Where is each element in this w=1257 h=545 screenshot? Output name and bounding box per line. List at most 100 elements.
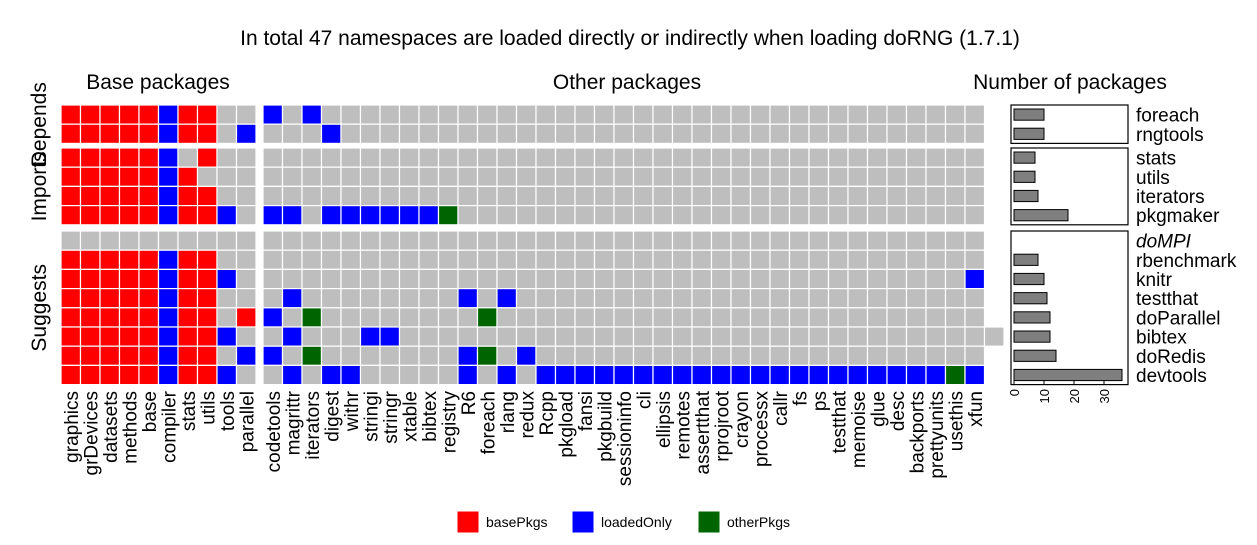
cell-stats-callr xyxy=(769,147,791,168)
cell-iterators-Rcpp xyxy=(535,185,557,207)
col-label-prettyunits: prettyunits xyxy=(927,391,948,479)
cell-testthat-xfun xyxy=(964,288,986,309)
cell-rbenchmark-ps xyxy=(808,249,830,270)
cell-pkgmaker-bibtex xyxy=(418,205,440,226)
cell-foreach-graphics xyxy=(60,104,82,125)
cell-bibtex-datasets xyxy=(99,326,121,347)
cell-foreach-callr xyxy=(769,104,791,125)
col-label-tools: tools xyxy=(218,391,239,431)
col-label-base: base xyxy=(140,391,161,432)
cell-rngtools-bibtex xyxy=(418,123,440,144)
cell-rbenchmark-foreach xyxy=(476,249,498,270)
cell-iterators-usethis xyxy=(944,185,966,207)
cell-testthat-callr xyxy=(769,288,791,309)
cell-doParallel-grDevices xyxy=(79,307,101,328)
cell-doMPI-stats xyxy=(177,230,199,251)
cell-iterators-prettyunits xyxy=(925,185,947,207)
cell-testthat-rlang xyxy=(496,288,518,309)
cell-bibtex-stats xyxy=(177,326,199,347)
cell-foreach-magrittr xyxy=(281,104,303,125)
cell-iterators-redux xyxy=(515,185,537,207)
cell-devtools-ps xyxy=(808,364,830,386)
col-label-methods: methods xyxy=(120,391,141,464)
cell-pkgmaker-graphics xyxy=(60,205,82,226)
cell-testthat-registry xyxy=(437,288,459,309)
cell-pkgmaker-processx xyxy=(749,205,771,226)
cell-utils-usethis xyxy=(944,166,966,187)
cell-doMPI-utils xyxy=(196,230,218,251)
cell-rbenchmark-utils xyxy=(196,249,218,270)
cell-stats-methods xyxy=(118,147,140,168)
cell-doParallel-pkgbuild xyxy=(593,307,615,328)
cell-doParallel-rprojroot xyxy=(710,307,732,328)
col-label-redux: redux xyxy=(517,391,538,439)
cell-doRedis-memoise xyxy=(847,345,869,367)
cell-foreach-stringr xyxy=(379,104,401,125)
cell-testthat-withr xyxy=(340,288,362,309)
cell-rbenchmark-remotes xyxy=(671,249,693,270)
cell-pkgmaker-prettyunits xyxy=(925,205,947,226)
cell-doRedis-R6 xyxy=(457,345,479,367)
cell-rngtools-foreach xyxy=(476,123,498,144)
cell-doRedis-utils xyxy=(196,345,218,367)
cell-doMPI-crayon xyxy=(730,230,752,251)
cell-doMPI-testthat xyxy=(827,230,849,251)
cell-pkgmaker-crayon xyxy=(730,205,752,226)
cell-rbenchmark-pkgbuild xyxy=(593,249,615,270)
cell-knitr-codetools xyxy=(262,268,284,290)
cell-utils-prettyunits xyxy=(925,166,947,187)
cell-rbenchmark-testthat xyxy=(827,249,849,270)
cell-knitr-xfun xyxy=(964,268,986,290)
cell-doMPI-desc xyxy=(886,230,908,251)
cell-testthat-memoise xyxy=(847,288,869,309)
col-label-compiler: compiler xyxy=(159,390,180,462)
cell-knitr-backports xyxy=(905,268,927,290)
cell-stats-rlang xyxy=(496,147,518,168)
cell-stats-graphics xyxy=(60,147,82,168)
cell-stats-redux xyxy=(515,147,537,168)
cell-stats-sessioninfo xyxy=(613,147,635,168)
cell-stats-codetools xyxy=(262,147,284,168)
col-label-fs: fs xyxy=(790,391,811,406)
cell-doMPI-grDevices xyxy=(79,230,101,251)
row-label-testthat: testthat xyxy=(1136,289,1199,310)
cell-rngtools-testthat xyxy=(827,123,849,144)
cell-testthat-R6 xyxy=(457,288,479,309)
cell-rbenchmark-cli xyxy=(632,249,654,270)
cell-bibtex-iterators xyxy=(301,326,323,347)
cell-iterators-memoise xyxy=(847,185,869,207)
col-label-rlang: rlang xyxy=(498,391,519,433)
cell-rngtools-prettyunits xyxy=(925,123,947,144)
cell-knitr-fansi xyxy=(574,268,596,290)
cell-knitr-iterators xyxy=(301,268,323,290)
cell-doMPI-pkgload xyxy=(554,230,576,251)
cell-testthat-xtable xyxy=(398,288,420,309)
legend-swatch-basePkgs xyxy=(456,510,480,534)
cell-utils-stringi xyxy=(359,166,381,187)
row-label-pkgmaker: pkgmaker xyxy=(1136,206,1220,227)
cell-testthat-magrittr xyxy=(281,288,303,309)
cell-testthat-fs xyxy=(788,288,810,309)
col-label-memoise: memoise xyxy=(849,391,870,468)
cell-doRedis-stats xyxy=(177,345,199,367)
cell-doParallel-sessioninfo xyxy=(613,307,635,328)
cell-knitr-rprojroot xyxy=(710,268,732,290)
cell-testthat-backports xyxy=(905,288,927,309)
row-label-doRedis: doRedis xyxy=(1136,347,1206,368)
col-label-magrittr: magrittr xyxy=(283,390,304,455)
cell-rbenchmark-base xyxy=(138,249,160,270)
cell-doParallel-base xyxy=(138,307,160,328)
col-label-ps: ps xyxy=(810,391,831,411)
cell-rngtools-fs xyxy=(788,123,810,144)
cell-devtools-rlang xyxy=(496,364,518,386)
cell-doParallel-usethis xyxy=(944,307,966,328)
col-label-xtable: xtable xyxy=(400,391,421,442)
col-label-stringi: stringi xyxy=(361,391,382,442)
cell-doParallel-foreach xyxy=(476,307,498,328)
cell-knitr-base xyxy=(138,268,160,290)
cell-knitr-bibtex xyxy=(418,268,440,290)
cell-knitr-withr xyxy=(340,268,362,290)
cell-doRedis-foreach xyxy=(476,345,498,367)
